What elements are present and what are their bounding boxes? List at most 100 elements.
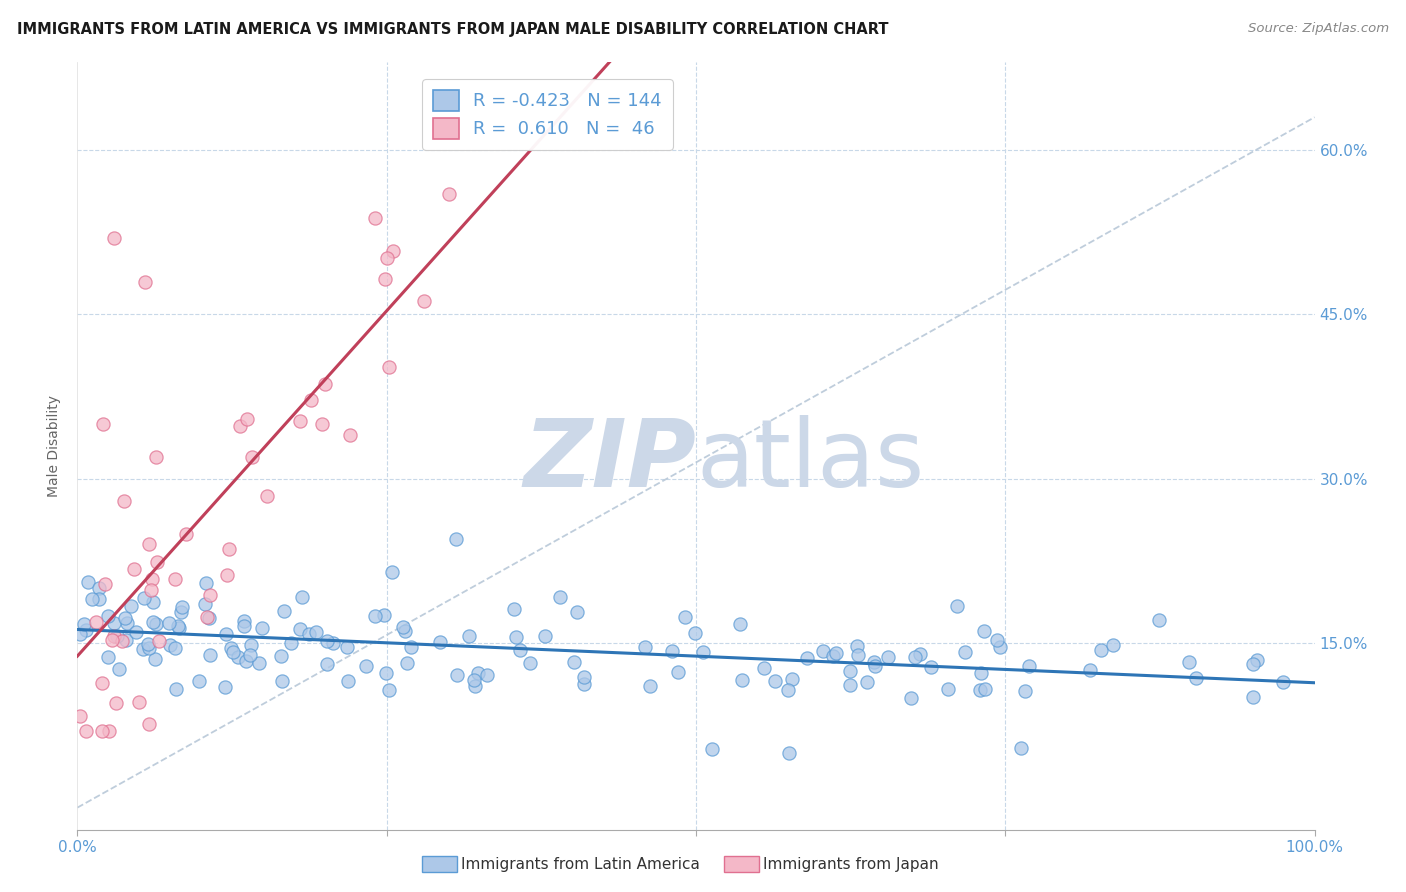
Point <box>247 656 270 670</box>
Point <box>728 616 751 631</box>
Point <box>314 376 336 391</box>
Point <box>666 665 689 679</box>
Point <box>1241 657 1264 671</box>
Point <box>170 605 193 619</box>
Point <box>509 643 531 657</box>
Point <box>399 640 422 654</box>
Point <box>75 723 97 738</box>
Point <box>534 628 557 642</box>
Point <box>373 607 395 622</box>
Point <box>908 647 931 661</box>
Point <box>381 565 404 579</box>
Point <box>900 690 922 705</box>
Point <box>134 275 156 289</box>
Point <box>776 682 799 697</box>
Point <box>378 359 401 374</box>
Point <box>955 645 977 659</box>
Point <box>280 635 302 649</box>
Point <box>548 590 571 604</box>
Point <box>297 627 319 641</box>
Point <box>97 650 120 665</box>
Point <box>138 537 160 551</box>
Point <box>120 599 142 613</box>
Point <box>107 628 129 642</box>
Point <box>138 640 160 655</box>
Point <box>1010 741 1032 756</box>
Point <box>780 672 803 686</box>
Point <box>97 723 120 738</box>
Text: IMMIGRANTS FROM LATIN AMERICA VS IMMIGRANTS FROM JAPAN MALE DISABILITY CORRELATI: IMMIGRANTS FROM LATIN AMERICA VS IMMIGRA… <box>17 22 889 37</box>
Point <box>214 627 236 641</box>
Point <box>167 619 190 633</box>
Point <box>172 599 194 614</box>
Point <box>375 251 398 265</box>
Text: Immigrants from Japan: Immigrants from Japan <box>763 857 939 871</box>
Point <box>187 673 209 688</box>
Point <box>336 640 359 654</box>
Point <box>1078 663 1101 677</box>
Point <box>195 609 218 624</box>
Point <box>235 654 257 668</box>
Point <box>778 747 800 761</box>
Point <box>519 657 541 671</box>
Point <box>661 644 683 658</box>
Point <box>103 231 125 245</box>
Point <box>565 606 588 620</box>
Point <box>134 591 156 605</box>
Point <box>215 567 238 582</box>
Point <box>229 419 252 434</box>
Point <box>354 659 377 673</box>
Point <box>969 666 991 681</box>
Point <box>142 615 165 629</box>
Y-axis label: Male Disability: Male Disability <box>48 395 62 497</box>
Point <box>218 541 240 556</box>
Point <box>437 186 460 201</box>
Point <box>250 621 273 635</box>
Point <box>986 632 1008 647</box>
Point <box>375 665 398 680</box>
Point <box>256 489 278 503</box>
Point <box>114 611 136 625</box>
Point <box>464 679 486 693</box>
Point <box>84 615 107 630</box>
Point <box>132 642 155 657</box>
Point <box>969 682 991 697</box>
Point <box>412 294 434 309</box>
Point <box>226 649 249 664</box>
Point <box>839 678 862 692</box>
Point <box>87 591 110 606</box>
Point <box>731 673 754 687</box>
Point <box>1147 613 1170 627</box>
Point <box>89 582 111 596</box>
Point <box>69 627 91 641</box>
Point <box>562 655 585 669</box>
Point <box>94 577 117 591</box>
Point <box>141 572 163 586</box>
Point <box>796 651 818 665</box>
Point <box>288 622 311 636</box>
Point <box>198 588 221 602</box>
Point <box>838 664 860 678</box>
Point <box>73 617 96 632</box>
Point <box>1246 653 1268 667</box>
Point <box>273 604 295 618</box>
Point <box>194 598 217 612</box>
Point <box>125 625 148 640</box>
Point <box>288 414 311 428</box>
Point <box>505 630 527 644</box>
Point <box>194 576 217 591</box>
Point <box>270 673 292 688</box>
Point <box>108 662 131 676</box>
Point <box>395 656 418 670</box>
Point <box>374 272 396 286</box>
Point <box>904 650 927 665</box>
Point <box>846 648 869 662</box>
Point <box>103 629 125 643</box>
Point <box>69 708 91 723</box>
Point <box>142 595 165 609</box>
Point <box>90 723 112 738</box>
Point <box>467 666 489 681</box>
Point <box>863 655 886 669</box>
Point <box>378 683 401 698</box>
Point <box>290 590 312 604</box>
